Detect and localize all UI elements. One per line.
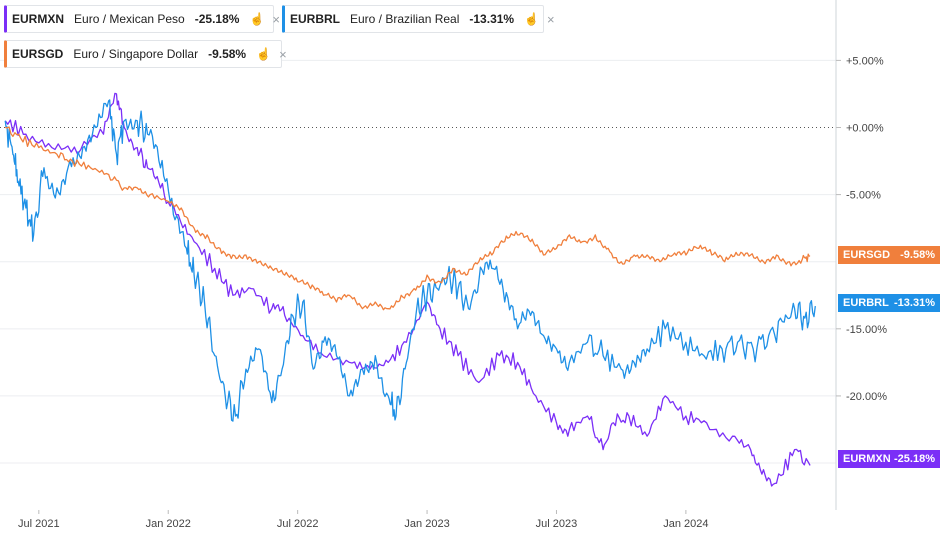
legend-name: Euro / Singapore Dollar: [73, 47, 199, 61]
gridlines: [0, 59, 836, 464]
y-tick-label: -15.00%: [846, 324, 887, 336]
series-line-eurmxn: [4, 92, 811, 487]
x-tick-label: Jan 2024: [663, 518, 708, 530]
legend-change: -9.58%: [208, 47, 247, 61]
tag-symbol: EURBRL: [843, 297, 889, 309]
legend-symbol: EURBRL: [290, 12, 340, 26]
series-lines: [4, 92, 816, 487]
x-tick-label: Jul 2021: [18, 518, 60, 530]
close-icon[interactable]: ×: [279, 46, 287, 62]
legend-name: Euro / Brazilian Real: [350, 12, 460, 26]
x-tick-label: Jan 2022: [146, 518, 191, 530]
hand-pointer-icon[interactable]: ☝: [256, 47, 272, 61]
legend-change: -25.18%: [194, 12, 240, 26]
series-line-eursgd: [5, 126, 811, 311]
series-line-eurbrl: [4, 99, 816, 422]
tag-value: -25.18%: [894, 453, 935, 465]
y-tick-label: +5.00%: [846, 55, 884, 67]
tag-symbol: EURSGD: [843, 249, 891, 261]
hand-pointer-icon[interactable]: ☝: [249, 12, 265, 26]
y-tick-label: -20.00%: [846, 391, 887, 403]
x-tick-label: Jan 2023: [404, 518, 449, 530]
legend-eursgd[interactable]: EURSGD Euro / Singapore Dollar -9.58% ☝ …: [4, 40, 287, 68]
tag-value: -9.58%: [900, 249, 935, 261]
legend-symbol: EURMXN: [12, 12, 65, 26]
y-axis-ticks: +5.00% +0.00% -5.00% -15.00% -20.00%: [836, 55, 887, 403]
hand-pointer-icon[interactable]: ☝: [524, 12, 540, 26]
x-tick-label: Jul 2022: [277, 518, 319, 530]
close-icon[interactable]: ×: [272, 11, 280, 27]
legend-symbol: EURSGD: [12, 47, 64, 61]
tag-value: -13.31%: [894, 297, 935, 309]
tag-eurbrl: EURBRL -13.31%: [838, 294, 940, 312]
tag-eurmxn: EURMXN -25.18%: [838, 450, 940, 468]
legend-eurbrl[interactable]: EURBRL Euro / Brazilian Real -13.31% ☝ ×: [282, 5, 555, 33]
close-icon[interactable]: ×: [547, 11, 555, 27]
tag-eursgd: EURSGD -9.58%: [838, 246, 940, 264]
y-tick-label: -5.00%: [846, 190, 881, 202]
legend-name: Euro / Mexican Peso: [74, 12, 185, 26]
x-tick-label: Jul 2023: [536, 518, 578, 530]
legend-change: -13.31%: [469, 12, 515, 26]
tag-symbol: EURMXN: [843, 453, 891, 465]
x-axis-ticks: Jul 2021 Jan 2022 Jul 2022 Jan 2023 Jul 2023…: [18, 510, 709, 530]
legend-eurmxn[interactable]: EURMXN Euro / Mexican Peso -25.18% ☝ ×: [4, 5, 280, 33]
y-tick-label: +0.00%: [846, 123, 884, 135]
